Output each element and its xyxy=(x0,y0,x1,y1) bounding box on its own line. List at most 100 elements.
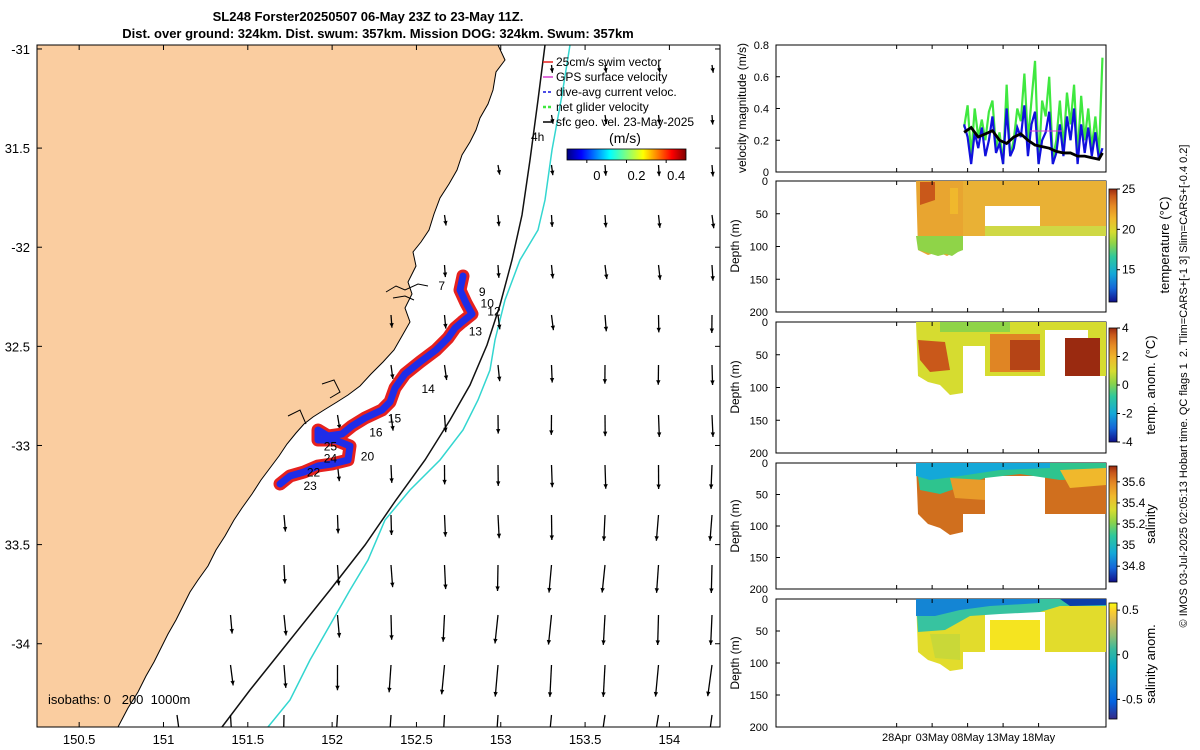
velocity-arrow-head xyxy=(603,119,608,124)
velocity-arrow xyxy=(602,614,606,645)
colorbar-tick-label: 0 xyxy=(1122,648,1129,662)
velocity-arrow-head xyxy=(655,640,660,645)
velocity-arrow-head xyxy=(656,432,662,437)
velocity-arrow-head xyxy=(546,744,550,749)
map-colorbar-ticks: 0 0.2 0.4 xyxy=(586,160,685,183)
temp-anomaly-panel xyxy=(775,321,1107,454)
map-title-line2: Dist. over ground: 324km. Dist. swum: 35… xyxy=(122,26,634,41)
velocity-panel: 0 0.2 0.4 0.6 0.8 velocity magnitude (m/s) xyxy=(735,40,1107,179)
legend-4h-label: 4h xyxy=(531,130,544,144)
velocity-arrow-head xyxy=(708,536,713,541)
velocity-arrow-head xyxy=(389,478,394,483)
velocity-arrow xyxy=(336,714,339,727)
velocity-arrow xyxy=(601,564,606,593)
velocity-arrow-head xyxy=(600,587,605,593)
velocity-arrow xyxy=(441,664,446,695)
velocity-arrow-head xyxy=(603,222,608,228)
velocity-arrow-head xyxy=(443,375,449,380)
legend-dive-avg-current: dive-avg current veloc. xyxy=(556,85,677,99)
salinity-colorbar-label: salinity xyxy=(1143,504,1158,544)
velocity-arrow xyxy=(655,714,660,727)
salinity-anomaly-section-gap xyxy=(990,620,1040,650)
velocity-arrow-head xyxy=(602,431,608,437)
velocity-arrow-head xyxy=(282,526,288,532)
velocity-arrow-head xyxy=(493,638,498,644)
salinity-anomaly-section-front xyxy=(1060,599,1106,606)
profile-colorbar-ticks: 15 20 25 -4 -2 0 2 4 34.8 35 35.2 35.4 35.6 -0.5 0 0.5 xyxy=(1117,182,1146,706)
velocity-arrow xyxy=(549,664,553,697)
velocity-arrow-head xyxy=(442,272,448,278)
velocity-arrow-head xyxy=(283,683,288,688)
velocity-arrow-head xyxy=(389,635,394,640)
time-x-ticks: 28Apr 03May 08May 13May 18May xyxy=(882,45,1056,744)
temperature-depth-label: Depth (m) xyxy=(728,219,742,272)
velocity-arrow xyxy=(389,714,392,727)
temperature-section-lower xyxy=(985,226,1106,236)
velocity-arrow-head xyxy=(603,171,608,176)
track-day-label: 9 xyxy=(479,285,486,299)
velocity-arrow-head xyxy=(601,536,607,541)
velocity-arrow xyxy=(602,664,606,697)
colorbar-tick-label: 2 xyxy=(1122,350,1129,364)
dive-avg-current-line xyxy=(963,105,1104,165)
temp-anomaly-colorbar-label: temp. anom. (°C) xyxy=(1143,335,1158,434)
velocity-arrow xyxy=(655,564,660,593)
depth-tick-label: 200 xyxy=(750,448,768,460)
velocity-arrow-head xyxy=(443,220,448,226)
salinity-anomaly-colorbar xyxy=(1108,602,1118,720)
salinity-section-yellow xyxy=(1060,468,1106,488)
velocity-arrow-head xyxy=(603,484,608,489)
salinity-depth-label: Depth (m) xyxy=(728,499,742,552)
temp-anomaly-warm-band xyxy=(1010,340,1040,370)
velocity-arrow-head xyxy=(656,119,662,125)
profile-y-ticks: 0501001502000501001502000501001502000501… xyxy=(750,176,780,734)
velocity-arrow xyxy=(496,714,499,727)
velocity-arrow xyxy=(602,714,606,727)
velocity-arrow xyxy=(707,664,713,697)
sfc-geo-velocity-line xyxy=(963,125,1104,161)
velocity-arrow-head xyxy=(706,743,710,748)
depth-tick-label: 50 xyxy=(756,490,768,502)
velocity-arrow-head xyxy=(710,171,715,177)
velocity-arrow-head xyxy=(389,323,394,328)
velocity-arrow-head xyxy=(497,376,502,382)
track-day-label: 24 xyxy=(324,451,338,465)
depth-tick-label: 150 xyxy=(750,274,768,286)
temp-anomaly-green-east xyxy=(940,322,1010,332)
velocity-arrow-head xyxy=(229,628,234,634)
map-x-tick-label: 152 xyxy=(321,732,343,747)
side-caption: © IMOS 03-Jul-2025 02:05:13 Hobart time.… xyxy=(1178,145,1190,628)
velocity-arrow-head xyxy=(656,67,662,73)
temperature-section-gap xyxy=(950,188,958,214)
map-title-line1: SL248 Forster20250507 06-May 23Z to 23-M… xyxy=(213,9,524,24)
velocity-arrow-head xyxy=(603,326,609,332)
velocity-arrow-head xyxy=(441,743,445,748)
track-day-label: 7 xyxy=(438,279,445,293)
velocity-arrow-head xyxy=(493,691,498,697)
map-x-ticks: 150.5 151 151.5 152 152.5 153 153.5 154 xyxy=(63,45,680,747)
velocity-y-tick-label: 0.8 xyxy=(754,40,769,52)
colorbar-tick-label: -4 xyxy=(1122,435,1133,449)
map-y-tick-label: -31 xyxy=(11,42,30,57)
land-mass xyxy=(37,45,505,727)
track-day-label: 10 xyxy=(481,297,495,311)
track-day-label: 23 xyxy=(303,479,317,493)
velocity-arrow-head xyxy=(549,482,555,488)
depth-tick-label: 50 xyxy=(756,626,768,638)
velocity-arrow-head xyxy=(282,578,287,584)
velocity-arrow-head xyxy=(336,476,341,482)
track-day-label: 12 xyxy=(487,305,501,319)
velocity-arrow-head xyxy=(336,580,341,586)
velocity-arrow-head xyxy=(496,221,501,227)
velocity-arrow-head xyxy=(657,223,662,228)
legend-swim-vector: 25cm/s swim vector xyxy=(556,55,661,69)
estuary-port-stephens xyxy=(385,283,429,301)
depth-tick-label: 200 xyxy=(750,584,768,596)
map-y-tick-label: 32.5 xyxy=(5,339,30,354)
temperature-section-green xyxy=(916,236,963,256)
velocity-arrow-head xyxy=(550,325,556,331)
map-y-tick-label: -32 xyxy=(11,240,30,255)
velocity-arrow-head xyxy=(603,67,608,73)
velocity-arrow-head xyxy=(281,736,285,741)
track-day-label: 20 xyxy=(361,449,375,463)
